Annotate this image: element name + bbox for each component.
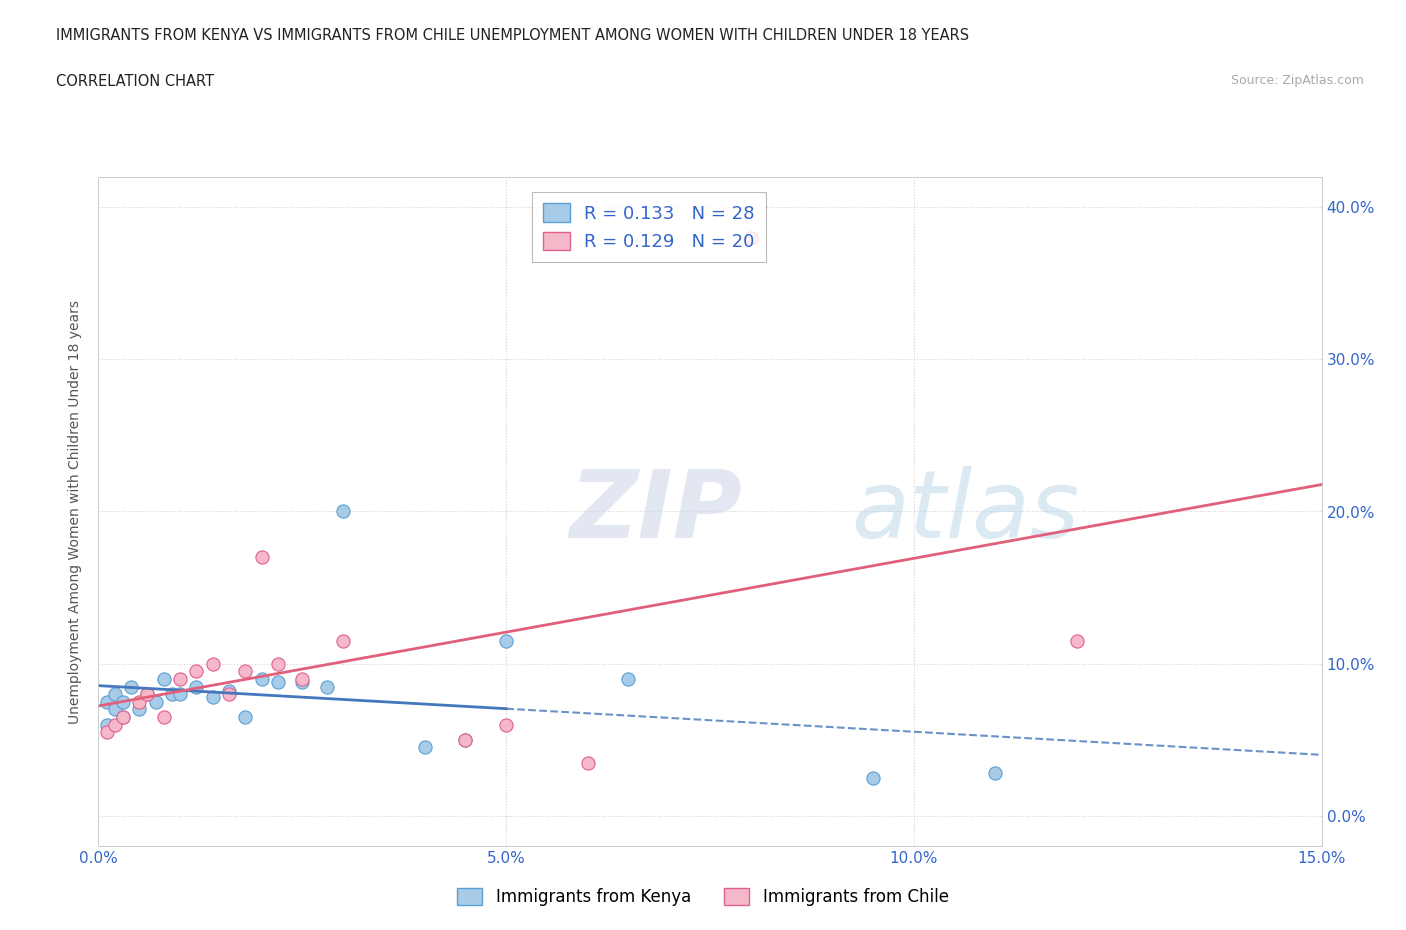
Point (315, 679, 337, 694)
Point (576, 755, 599, 770)
Point (186, 664, 208, 679)
Point (291, 671, 314, 686)
Point (160, 686, 183, 701)
Text: CORRELATION CHART: CORRELATION CHART (56, 74, 214, 89)
Point (250, 550, 273, 565)
Point (862, 770, 884, 785)
Point (120, 679, 142, 694)
Point (111, 695, 134, 710)
Point (145, 695, 167, 710)
Point (250, 671, 273, 686)
Point (332, 504, 354, 519)
Point (96, 695, 118, 710)
Point (104, 702, 127, 717)
Point (1066, 633, 1088, 648)
Point (96, 724, 118, 739)
Point (233, 664, 256, 679)
Text: atlas: atlas (851, 466, 1078, 557)
Point (128, 702, 150, 717)
Legend: R = 0.133   N = 28, R = 0.129   N = 20: R = 0.133 N = 28, R = 0.129 N = 20 (531, 193, 766, 262)
Point (267, 657, 290, 671)
Point (111, 710, 134, 724)
Point (96, 717, 118, 732)
Point (454, 732, 477, 747)
Point (267, 674, 290, 689)
Point (104, 717, 127, 732)
Point (218, 686, 240, 701)
Point (152, 671, 174, 686)
Text: Source: ZipAtlas.com: Source: ZipAtlas.com (1230, 74, 1364, 87)
Point (186, 679, 208, 694)
Point (984, 765, 1007, 780)
Point (136, 686, 159, 701)
Point (201, 690, 224, 705)
Point (454, 732, 477, 747)
Point (495, 717, 517, 732)
Point (169, 686, 191, 701)
Point (152, 710, 174, 724)
Point (128, 695, 150, 710)
Point (740, 230, 762, 245)
Point (291, 674, 314, 689)
Point (104, 686, 127, 701)
Text: ZIP: ZIP (569, 466, 742, 557)
Point (495, 633, 517, 648)
Point (413, 740, 436, 755)
Point (218, 684, 240, 698)
Point (201, 657, 224, 671)
Y-axis label: Unemployment Among Women with Children Under 18 years: Unemployment Among Women with Children U… (69, 299, 83, 724)
Text: IMMIGRANTS FROM KENYA VS IMMIGRANTS FROM CHILE UNEMPLOYMENT AMONG WOMEN WITH CHI: IMMIGRANTS FROM KENYA VS IMMIGRANTS FROM… (56, 28, 969, 43)
Legend: Immigrants from Kenya, Immigrants from Chile: Immigrants from Kenya, Immigrants from C… (451, 881, 955, 912)
Point (617, 671, 640, 686)
Point (136, 686, 159, 701)
Point (233, 710, 256, 724)
Point (111, 710, 134, 724)
Point (169, 671, 191, 686)
Point (332, 633, 354, 648)
